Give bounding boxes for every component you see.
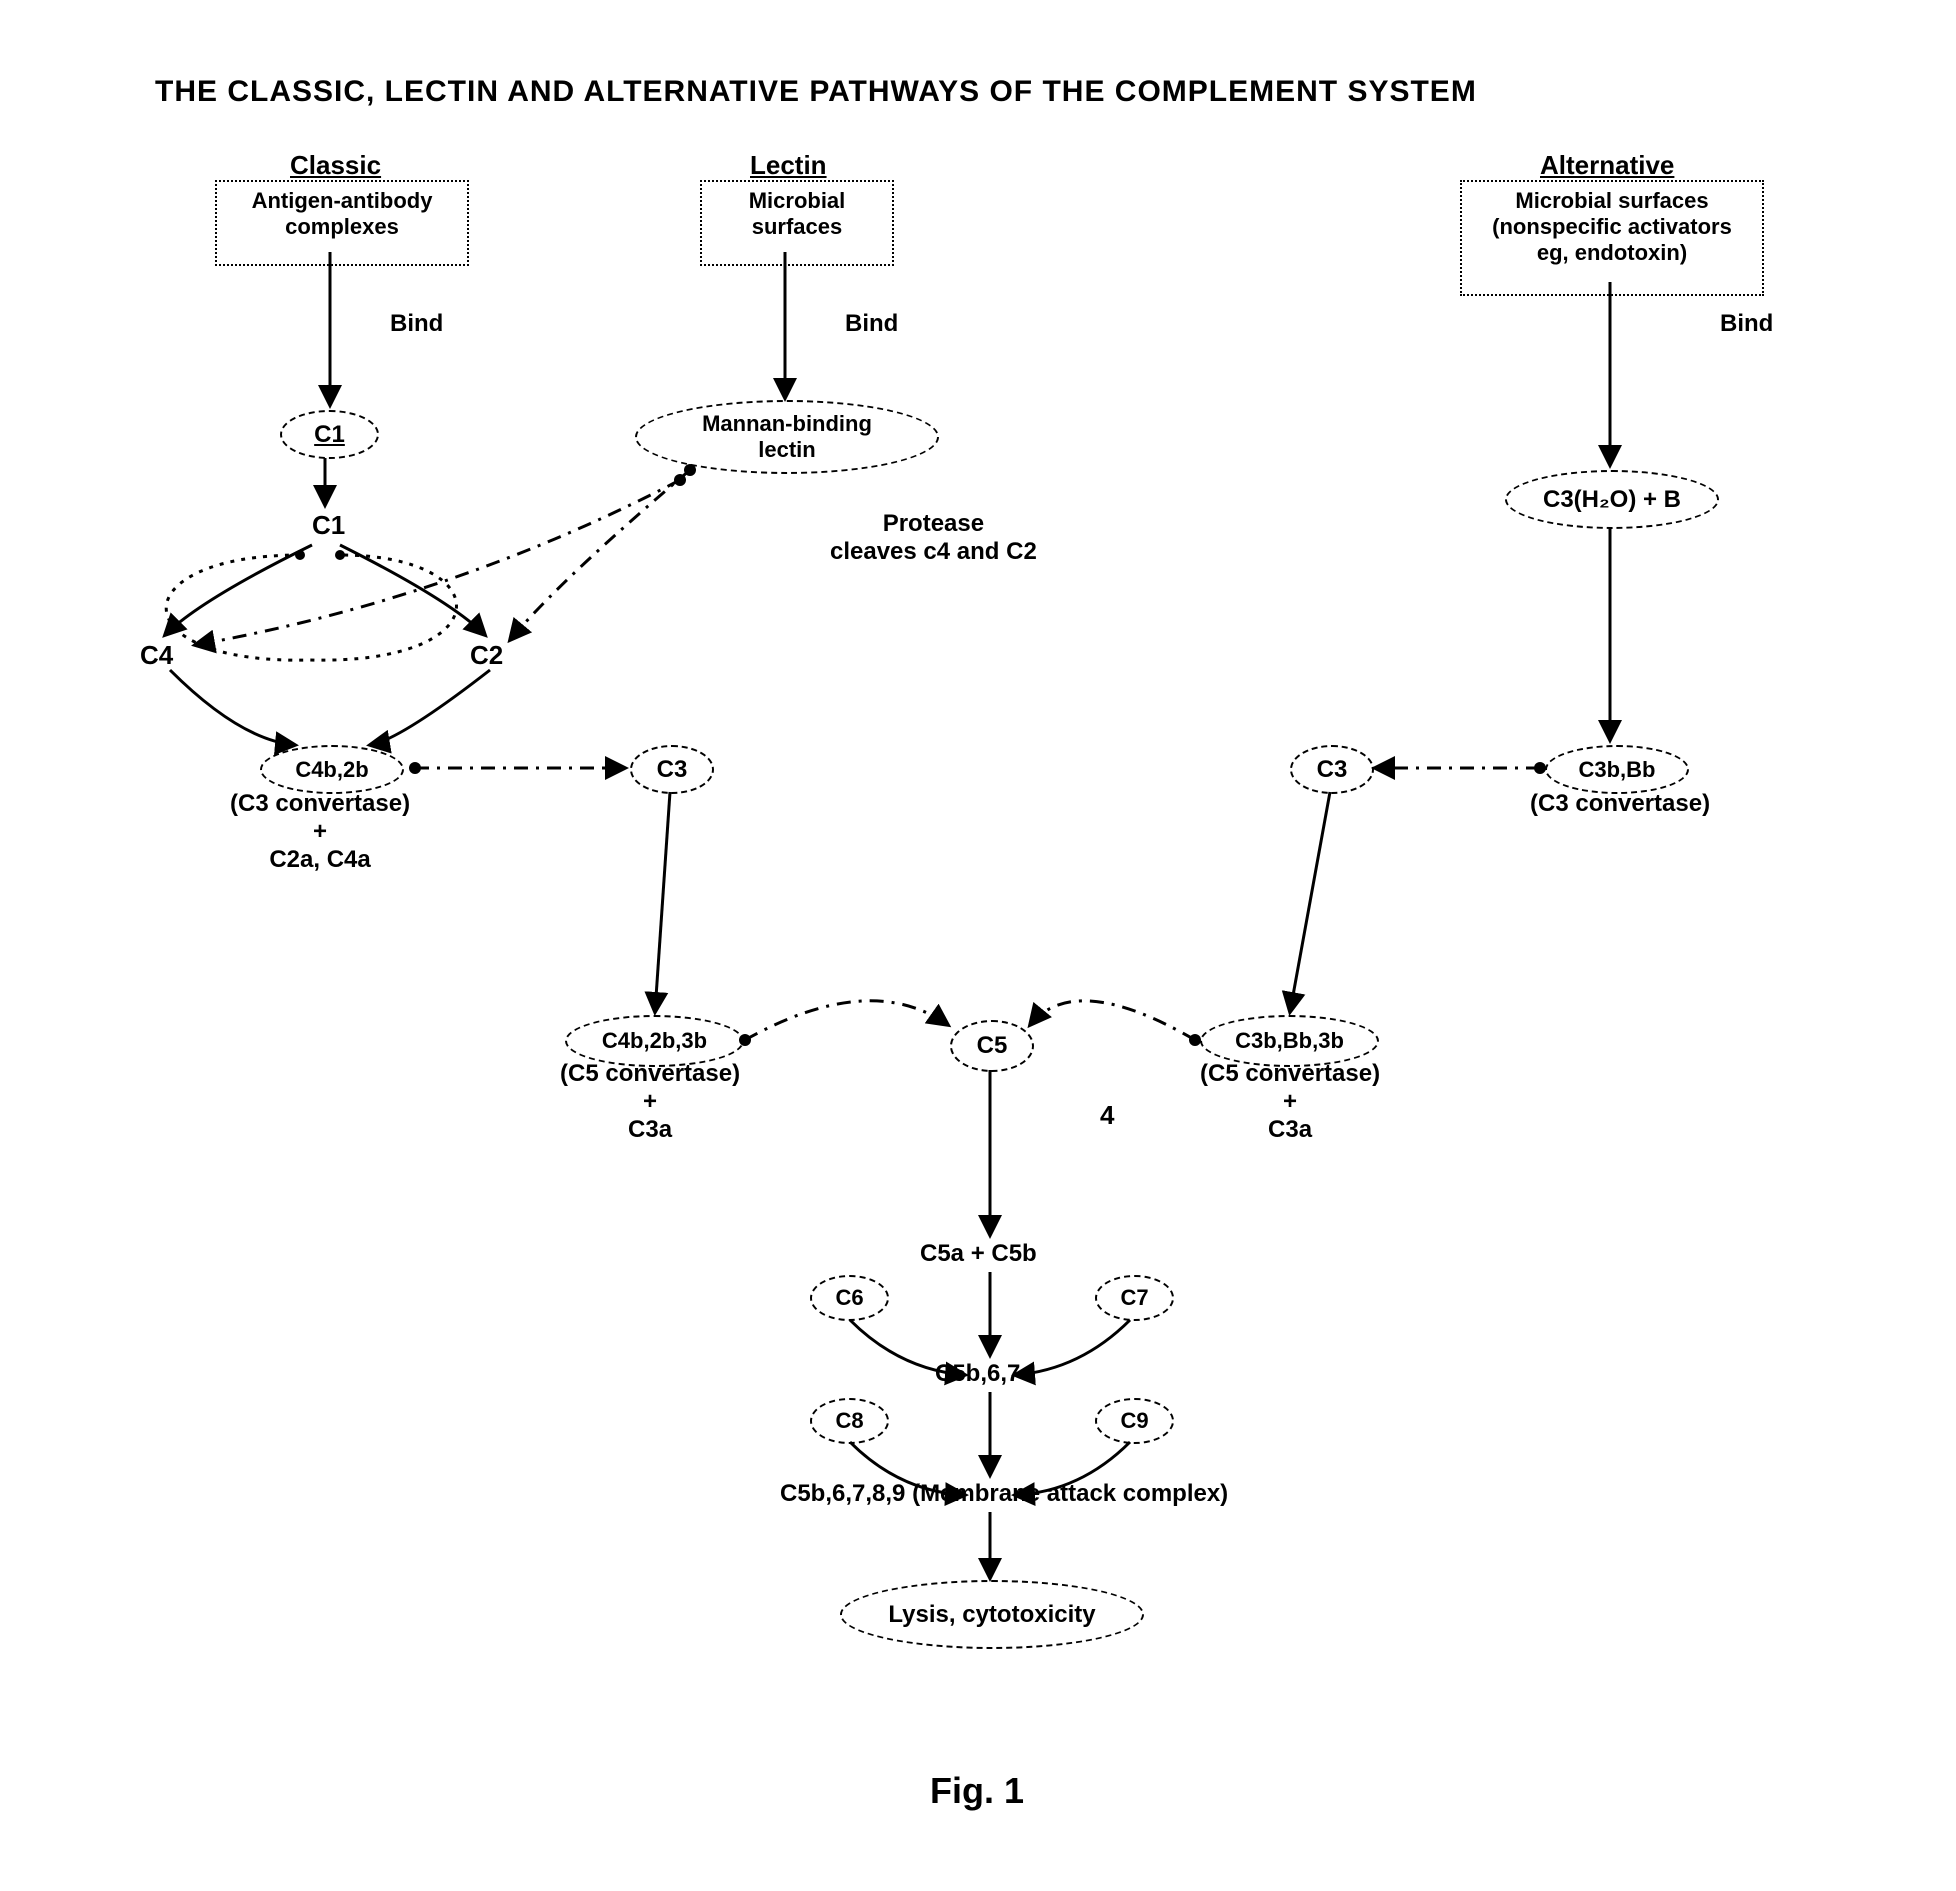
label-mac: C5b,6,7,8,9 (Membrane attack complex) bbox=[780, 1480, 1228, 1508]
node-c3bbb: C3b,Bb bbox=[1545, 745, 1689, 794]
label-c5conv-l: (C5 convertase)+C3a bbox=[560, 1060, 740, 1144]
label-c3conv-l: (C3 convertase)+C2a, C4a bbox=[230, 790, 410, 874]
node-c7: C7 bbox=[1095, 1275, 1174, 1321]
node-c9: C9 bbox=[1095, 1398, 1174, 1444]
node-c3h2o: C3(H₂O) + B bbox=[1505, 470, 1719, 529]
node-c1: C1 bbox=[280, 410, 379, 459]
box-alternative: Microbial surfaces(nonspecific activator… bbox=[1460, 180, 1764, 296]
box-lectin: Microbialsurfaces bbox=[700, 180, 894, 266]
node-lysis: Lysis, cytotoxicity bbox=[840, 1580, 1144, 1649]
diagram-stage: THE CLASSIC, LECTIN AND ALTERNATIVE PATH… bbox=[0, 0, 1956, 1891]
label-c5conv-r: (C5 convertase)+C3a bbox=[1200, 1060, 1380, 1144]
box-classic: Antigen-antibodycomplexes bbox=[215, 180, 469, 266]
node-mbl: Mannan-bindinglectin bbox=[635, 400, 939, 474]
label-bind-3: Bind bbox=[1720, 310, 1773, 338]
figure-caption: Fig. 1 bbox=[930, 1770, 1024, 1812]
label-c1-text: C1 bbox=[312, 510, 345, 541]
label-c5b67: C5b,6,7 bbox=[935, 1360, 1020, 1388]
node-c3-left: C3 bbox=[630, 745, 714, 794]
label-c4: C4 bbox=[140, 640, 173, 671]
label-four: 4 bbox=[1100, 1100, 1114, 1131]
label-bind-2: Bind bbox=[845, 310, 898, 338]
node-c8: C8 bbox=[810, 1398, 889, 1444]
label-c3conv-r: (C3 convertase) bbox=[1530, 790, 1710, 818]
label-bind-1: Bind bbox=[390, 310, 443, 338]
node-c3-right: C3 bbox=[1290, 745, 1374, 794]
header-alternative: Alternative bbox=[1540, 150, 1674, 181]
header-classic: Classic bbox=[290, 150, 381, 181]
node-c5: C5 bbox=[950, 1020, 1034, 1072]
label-protease: Proteasecleaves c4 and C2 bbox=[830, 510, 1037, 566]
node-c4b2b: C4b,2b bbox=[260, 745, 404, 794]
label-c5a-c5b: C5a + C5b bbox=[920, 1240, 1037, 1268]
diagram-title: THE CLASSIC, LECTIN AND ALTERNATIVE PATH… bbox=[155, 75, 1477, 109]
label-c2: C2 bbox=[470, 640, 503, 671]
node-c6: C6 bbox=[810, 1275, 889, 1321]
header-lectin: Lectin bbox=[750, 150, 827, 181]
